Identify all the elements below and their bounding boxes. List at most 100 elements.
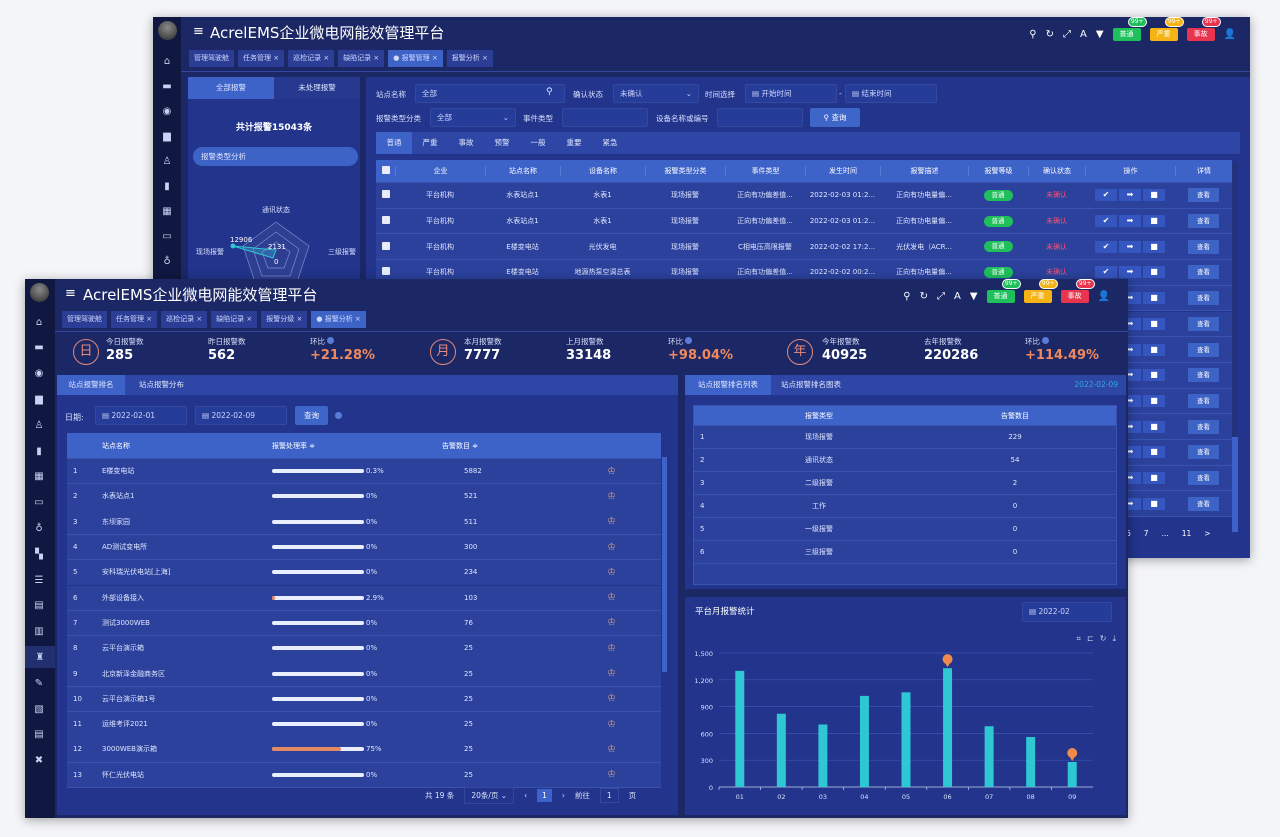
folder-icon[interactable]: ▆	[35, 393, 43, 405]
chart-icon[interactable]: ▦	[162, 205, 172, 217]
confirm-icon[interactable]: ✔	[1095, 189, 1117, 202]
clear-icon[interactable]: ♔	[607, 718, 616, 730]
folder-icon[interactable]: ▆	[163, 130, 171, 142]
tab[interactable]: 报警分级 ×	[261, 311, 308, 328]
info-icon[interactable]	[1042, 337, 1049, 344]
tab[interactable]: 任务管理 ×	[111, 311, 158, 328]
info-icon[interactable]	[335, 412, 342, 419]
level-tab[interactable]: 紧急	[602, 138, 618, 147]
event-input[interactable]	[562, 108, 648, 127]
view-detail-button[interactable]: 查看	[1188, 471, 1219, 486]
start-date-input[interactable]: ▤ 2022-02-01	[95, 406, 187, 425]
video-icon[interactable]: ■	[1143, 317, 1165, 330]
report-icon[interactable]: ▧	[34, 703, 44, 715]
globe-icon[interactable]: ◉	[34, 368, 44, 380]
page-size-select[interactable]: 20条/页 ⌄	[464, 787, 515, 804]
tab[interactable]: 巡检记录 ×	[288, 50, 335, 67]
view-detail-button[interactable]: 查看	[1188, 496, 1219, 511]
level-tab[interactable]: 预警	[494, 138, 510, 147]
forward-icon[interactable]: ➡	[1119, 189, 1141, 202]
alarm-badge[interactable]: 普通 99+	[986, 279, 1021, 303]
page-button[interactable]: 7	[1143, 529, 1149, 538]
tab-site-ranking[interactable]: 站点报警排名	[57, 375, 125, 395]
page-button[interactable]: >	[1204, 529, 1211, 538]
search-icon[interactable]: ⚲	[546, 87, 553, 97]
clear-icon[interactable]: ♔	[607, 769, 616, 781]
view-detail-button[interactable]: 查看	[1188, 239, 1219, 254]
query-button[interactable]: 查询	[295, 406, 328, 425]
view-detail-button[interactable]: 查看	[1188, 265, 1219, 280]
end-date-input[interactable]: ▤ 2022-02-09	[195, 406, 287, 425]
clear-icon[interactable]: ♔	[607, 668, 616, 680]
theme-shirt-icon[interactable]: ▼	[1095, 29, 1104, 40]
column-header[interactable]: 告警数目 ≑	[442, 441, 479, 450]
download-icon[interactable]: ⤓	[1112, 634, 1116, 643]
bar[interactable]	[943, 668, 953, 787]
clear-icon[interactable]: ♔	[607, 566, 616, 578]
bar[interactable]	[1067, 761, 1077, 787]
tab[interactable]: ● 报警分析 ×	[311, 311, 366, 328]
grid-icon[interactable]: ▥	[34, 626, 44, 638]
restore-icon[interactable]: ↻	[1099, 634, 1107, 643]
info-icon[interactable]	[685, 337, 692, 344]
view-detail-button[interactable]: 查看	[1188, 316, 1219, 331]
refresh-icon[interactable]: ↻	[919, 291, 928, 302]
forward-icon[interactable]: ➡	[1119, 266, 1141, 279]
search-icon[interactable]: ⚲	[1029, 29, 1037, 40]
theme-shirt-icon[interactable]: ▼	[969, 291, 978, 302]
search-icon[interactable]: ⚲	[903, 291, 911, 302]
month-picker[interactable]: ▤ 2022-02	[1022, 602, 1112, 622]
video-icon[interactable]: ■	[1143, 343, 1165, 356]
type-select[interactable]: 全部 ⌄	[430, 108, 516, 127]
column-header[interactable]: 报警处理率 ≑	[272, 441, 316, 450]
edit-icon[interactable]: ✎	[34, 677, 44, 689]
start-time-input[interactable]: ▤ 开始时间	[745, 84, 837, 103]
screen-icon[interactable]: ▭	[34, 497, 44, 509]
video-icon[interactable]: ■	[1143, 240, 1165, 253]
alarm-icon[interactable]: ♙	[162, 155, 172, 167]
avatar[interactable]	[158, 21, 177, 40]
level-tab[interactable]: 事故	[458, 138, 474, 147]
alarm-badge[interactable]: 事故 99+	[1186, 17, 1221, 41]
confirm-icon[interactable]: ✔	[1095, 215, 1117, 228]
row-checkbox[interactable]	[376, 216, 395, 226]
menu-icon[interactable]: ≡	[193, 24, 204, 39]
video-icon[interactable]: ■	[1143, 446, 1165, 459]
alarm-icon[interactable]: ♙	[34, 419, 44, 431]
home-icon[interactable]: ⌂	[163, 55, 171, 67]
screen-icon[interactable]: ▭	[162, 230, 172, 242]
globe-icon[interactable]: ◉	[162, 105, 172, 117]
scrollbar[interactable]	[662, 457, 667, 672]
bulb-icon[interactable]: ♁	[163, 255, 171, 267]
camera-icon[interactable]: ▚	[35, 548, 43, 560]
alarm-badge[interactable]: 普通 99+	[1112, 17, 1147, 41]
tab[interactable]: 管理驾驶舱	[62, 311, 107, 328]
info-icon[interactable]	[327, 337, 334, 344]
confirm-icon[interactable]: ✔	[1095, 266, 1117, 279]
video-icon[interactable]: ■	[1143, 472, 1165, 485]
clear-icon[interactable]: ♔	[607, 592, 616, 604]
tab[interactable]: 报警分析 ×	[446, 50, 493, 67]
page-button[interactable]: 6	[1126, 529, 1131, 538]
bar[interactable]	[859, 695, 869, 787]
row-checkbox[interactable]	[376, 241, 395, 252]
tab-all-alarms[interactable]: 全部报警	[188, 77, 274, 99]
tab-unhandled-alarms[interactable]: 未处理报警	[274, 77, 360, 99]
font-size-icon[interactable]: A	[954, 291, 961, 302]
video-icon[interactable]: ■	[1143, 420, 1165, 433]
video-icon[interactable]: ■	[1143, 497, 1165, 510]
section-alarm-type-analysis[interactable]: 报警类型分析	[193, 147, 358, 166]
bar[interactable]	[901, 692, 911, 787]
end-time-input[interactable]: ▤ 结束时间	[845, 84, 937, 103]
bulb-icon[interactable]: ♁	[35, 522, 43, 534]
tab-ranking-list[interactable]: 站点报警排名列表	[685, 375, 771, 395]
video-icon[interactable]: ■	[1143, 394, 1165, 407]
tab[interactable]: 缺陷记录 ×	[211, 311, 258, 328]
level-tab[interactable]: 普通	[376, 132, 412, 154]
clear-icon[interactable]: ♔	[607, 490, 616, 502]
zoom-icon[interactable]: ⌗	[1076, 634, 1082, 643]
view-detail-button[interactable]: 查看	[1188, 368, 1219, 383]
video-icon[interactable]: ■	[1143, 266, 1165, 279]
column-header[interactable]: 站点名称	[102, 441, 130, 450]
confirm-select[interactable]: 未确认 ⌄	[613, 84, 699, 103]
